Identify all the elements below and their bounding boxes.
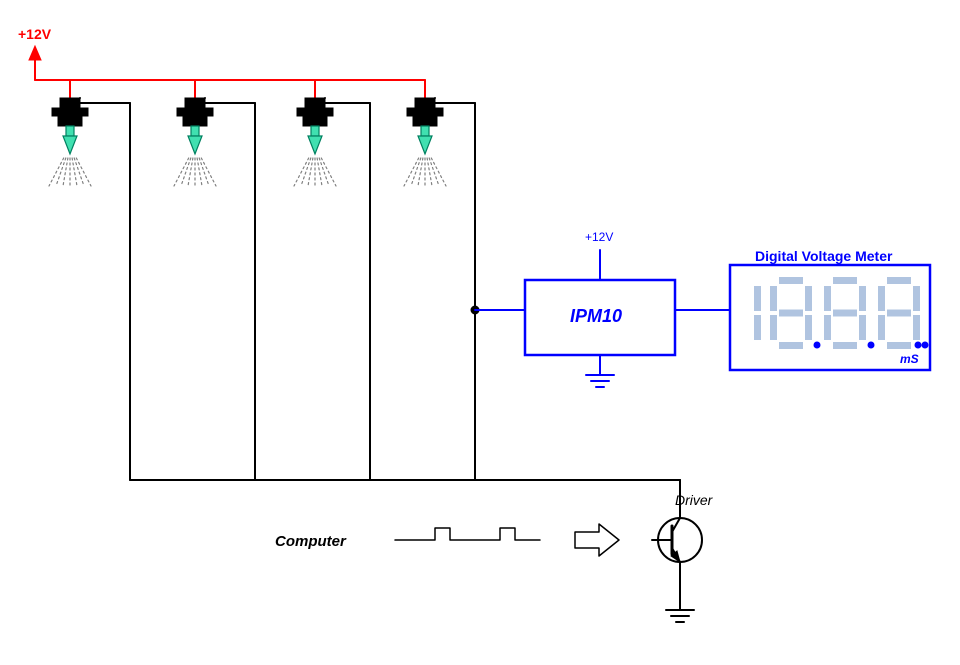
driver-label: Driver <box>675 492 712 508</box>
dvm-title-label: Digital Voltage Meter <box>755 248 892 264</box>
vcc-ipm-label: +12V <box>585 230 613 244</box>
vcc-top-label: +12V <box>18 26 51 42</box>
circuit-diagram: +12V +12V IPM10 Digital Voltage Meter mS… <box>0 0 960 660</box>
dvm-unit-label: mS <box>900 352 919 366</box>
ipm10-label: IPM10 <box>570 306 622 327</box>
computer-label: Computer <box>275 533 346 550</box>
diagram-svg <box>0 0 960 660</box>
